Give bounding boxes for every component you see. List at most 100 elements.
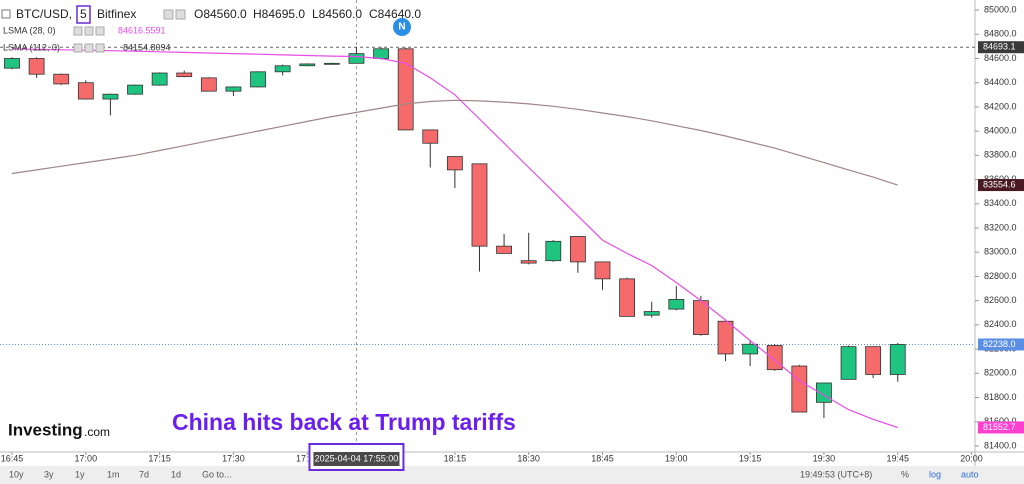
news-badge-label: N <box>398 22 405 33</box>
interval: 5 <box>80 7 87 21</box>
indicator-icon[interactable] <box>73 26 83 36</box>
toolbar-button[interactable]: auto <box>961 469 979 479</box>
candle-body <box>668 299 685 310</box>
candle-body <box>53 73 70 85</box>
logo: Investing <box>8 420 83 439</box>
header-icon[interactable] <box>175 9 186 20</box>
indicator-icon[interactable] <box>73 43 83 53</box>
y-tick-label: 84800.0 <box>984 29 1017 39</box>
ohlc-value: L84560.0 <box>312 7 362 21</box>
candle-body <box>4 58 20 69</box>
candle-body <box>520 260 537 264</box>
candle-body <box>102 93 119 100</box>
toolbar-button[interactable]: 1d <box>171 469 181 479</box>
toolbar-button[interactable]: 1m <box>107 469 120 479</box>
candle-body <box>299 63 316 67</box>
x-tick-label: 20:00 <box>960 453 983 463</box>
ohlc-value: O84560.0 <box>194 7 247 21</box>
candle-body <box>348 53 365 64</box>
legend-header: BTC/USD, 5 Bitfinex O84560.0 H84695.0 L84560.… <box>1 5 421 53</box>
interval-box <box>76 5 91 24</box>
toolbar-button[interactable]: 1y <box>75 469 85 479</box>
candle-body <box>717 320 734 355</box>
candle-body <box>791 365 808 413</box>
candle-body <box>496 245 512 254</box>
candle-body <box>77 82 94 100</box>
exchange: Bitfinex <box>97 7 136 21</box>
y-tick-label: 85000.0 <box>984 4 1017 14</box>
indicator-icon[interactable] <box>84 26 94 36</box>
toolbar-button[interactable]: 3y <box>44 469 54 479</box>
indicator-icon[interactable] <box>84 43 94 53</box>
y-tick-label: 83600.0 <box>984 174 1017 184</box>
candle-body <box>643 311 660 316</box>
indicator-value: 84616.5591 <box>118 25 166 35</box>
x-tick-label: 17:15 <box>148 453 171 463</box>
ohlc-value: C84640.0 <box>369 7 421 21</box>
news-badge[interactable] <box>393 18 411 36</box>
toolbar-button[interactable]: Go to... <box>202 469 232 479</box>
x-tick-label: 18:15 <box>444 453 467 463</box>
header-icon[interactable] <box>163 9 174 20</box>
toolbar <box>0 466 1024 484</box>
crosshair-date-label: 2025-04-04 17:55:00 <box>315 453 399 463</box>
price-label-bg <box>978 421 1024 434</box>
y-tick-label: 82600.0 <box>984 295 1017 305</box>
x-tick-label: 17:45 <box>296 453 319 463</box>
indicator-name: LSMA (112, 0) <box>3 42 60 52</box>
y-tick-label: 82000.0 <box>984 368 1017 378</box>
candle-body <box>742 343 759 355</box>
candle-body <box>176 72 193 78</box>
candle-body <box>865 346 882 375</box>
candle-body <box>323 62 340 65</box>
y-tick-label: 84400.0 <box>984 77 1017 87</box>
toolbar-button[interactable]: 10y <box>9 469 24 479</box>
x-tick-label: 17:00 <box>75 453 98 463</box>
y-tick-label: 82400.0 <box>984 319 1017 329</box>
candle-body <box>594 261 611 280</box>
candle-body <box>225 86 242 92</box>
toolbar-button[interactable]: log <box>929 469 941 479</box>
candle-body <box>569 236 586 263</box>
candle-body <box>373 48 389 59</box>
logo-suffix: .com <box>84 425 110 439</box>
x-tick-label: 18:45 <box>591 453 614 463</box>
candle-body <box>250 71 266 88</box>
crosshair-date-bg <box>313 452 400 466</box>
y-tick-label: 81800.0 <box>984 392 1017 402</box>
symbol: BTC/USD, <box>16 7 72 21</box>
y-tick-label: 84000.0 <box>984 126 1017 136</box>
y-tick-label: 83200.0 <box>984 222 1017 232</box>
price-label-bg <box>978 338 1024 351</box>
candle-body <box>840 346 857 380</box>
x-tick-label: 16:45 <box>1 453 24 463</box>
y-tick-label: 84600.0 <box>984 53 1017 63</box>
ohlc-value: H84695.0 <box>253 7 305 21</box>
x-tick-label: 19:00 <box>665 453 688 463</box>
candle-body <box>397 48 414 131</box>
candle-body <box>766 345 783 371</box>
menu-icon <box>1 9 11 19</box>
y-tick-label: 81600.0 <box>984 416 1017 426</box>
indicator-value: 84154.8094 <box>123 42 171 52</box>
toolbar-button[interactable]: % <box>901 469 909 479</box>
y-tick-label: 83000.0 <box>984 247 1017 257</box>
y-tick-label: 84200.0 <box>984 101 1017 111</box>
price-label-bg <box>978 41 1024 54</box>
candle-body <box>127 84 143 95</box>
price-label-bg <box>978 179 1024 192</box>
candle-body <box>151 72 168 86</box>
indicator-icon[interactable] <box>95 43 105 53</box>
price-label: 81552.7 <box>983 422 1016 432</box>
y-tick-label: 83800.0 <box>984 150 1017 160</box>
candle-body <box>446 156 463 171</box>
candle-body <box>200 77 217 92</box>
candle-body <box>889 344 906 375</box>
price-label: 84693.1 <box>983 42 1016 52</box>
toolbar-button[interactable]: 7d <box>139 469 149 479</box>
indicator-icon[interactable] <box>95 26 105 36</box>
toolbar-button: 19:49:53 (UTC+8) <box>800 469 872 479</box>
